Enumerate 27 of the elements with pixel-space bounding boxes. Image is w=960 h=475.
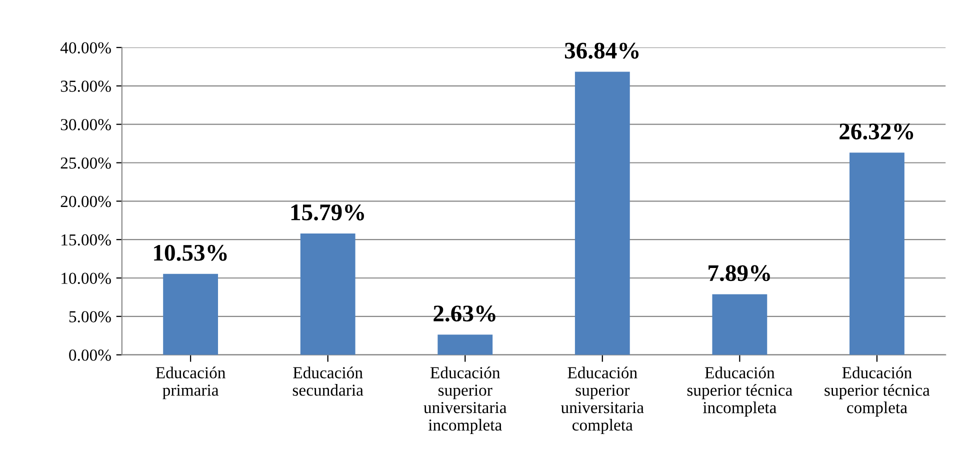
y-tick-label: 30.00%: [60, 119, 111, 130]
bar: [163, 274, 218, 355]
bar: [850, 152, 904, 355]
x-tick-label: Educación primaria: [156, 366, 226, 400]
y-tick-label: 20.00%: [60, 196, 111, 208]
y-tick-label: 25.00%: [60, 157, 111, 169]
data-label: 26.32%: [840, 124, 914, 140]
y-tick-label: 35.00%: [60, 80, 111, 92]
data-label: 10.53%: [154, 244, 227, 261]
bar: [300, 234, 356, 355]
data-label: 7.89%: [708, 265, 770, 282]
x-tick-label: Educación superior técnica incompleta: [687, 366, 792, 417]
y-tick-label: 0.00%: [69, 350, 111, 361]
x-tick-label: Educación superior técnica completa: [824, 366, 930, 417]
bar: [574, 72, 630, 355]
y-tick-label: 5.00%: [69, 311, 111, 322]
y-tick-label: 40.00%: [60, 42, 111, 54]
bar: [712, 294, 768, 355]
y-tick-label: 10.00%: [62, 272, 111, 284]
x-tick-label: Educación secundaria: [292, 366, 364, 396]
data-label: 2.63%: [434, 306, 496, 322]
bar: [438, 334, 493, 355]
data-label: 15.79%: [291, 204, 364, 220]
x-tick-label: Educación superior universitaria completa: [560, 366, 644, 434]
y-tick-label: 15.00%: [62, 234, 111, 246]
x-tick-label: Educación superior universitaria incompleta: [424, 366, 507, 434]
data-label: 36.84%: [564, 42, 639, 59]
